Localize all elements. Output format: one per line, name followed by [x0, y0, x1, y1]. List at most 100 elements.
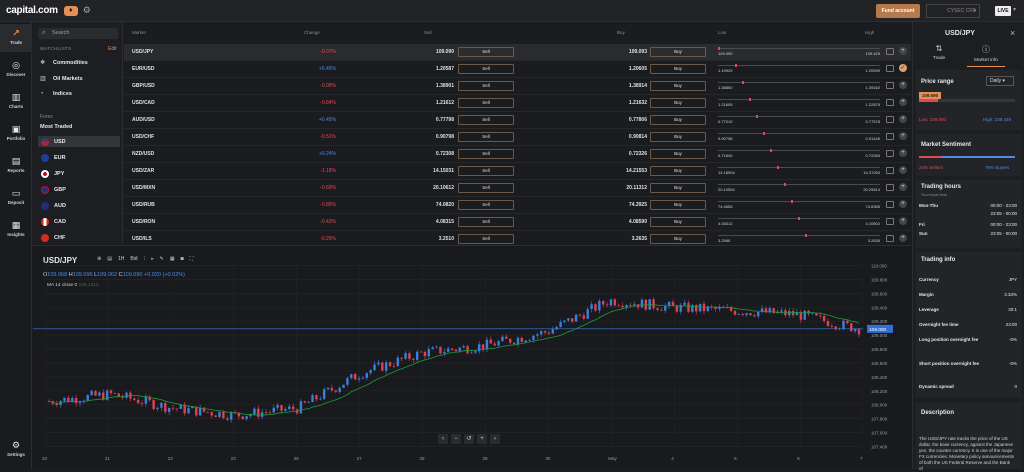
chart-icon[interactable] [886, 201, 894, 208]
currency-item[interactable]: USD [38, 136, 120, 147]
currency-item[interactable]: CHF [38, 232, 120, 243]
market-name[interactable]: USD/CHF [132, 134, 155, 140]
market-name[interactable]: USD/RUB [132, 202, 155, 208]
tab-trade[interactable]: ⇅ Trade [919, 44, 959, 61]
market-name[interactable]: GBP/USD [132, 83, 155, 89]
add-to-watchlist-icon[interactable]: + [899, 132, 907, 140]
currency-item[interactable]: AUD [38, 200, 120, 211]
table-row[interactable]: NZD/USD +0.24% 0.72308 Sell 0.72326 Buy 0.7184… [124, 146, 911, 163]
subsection-heading[interactable]: Most Traded [40, 124, 73, 130]
table-row[interactable]: USD/RUB -0.86% 74.0820 Sell 74.3925 Buy 74.465… [124, 197, 911, 214]
candles-icon[interactable]: ⫶ [143, 256, 145, 262]
logo[interactable]: capital.com [6, 5, 58, 16]
table-row[interactable]: AUD/USD +0.45% 0.77798 Sell 0.77806 Buy 0.7701… [124, 112, 911, 129]
sell-button[interactable]: Sell [458, 98, 514, 108]
buy-button[interactable]: Buy [650, 64, 706, 74]
chart-icon[interactable] [886, 150, 894, 157]
add-to-watchlist-icon[interactable]: + [899, 234, 907, 242]
timeframe-select[interactable]: 1H [117, 256, 125, 262]
table-row[interactable]: USD/MXN -0.69% 20.10612 Sell 20.11312 Buy 20.1… [124, 180, 911, 197]
layout-icon[interactable]: ▦ [169, 256, 175, 262]
promo-icon[interactable]: ♦ [63, 5, 78, 16]
zoom-out-icon[interactable]: − [451, 434, 461, 444]
buy-button[interactable]: Buy [650, 81, 706, 91]
tab-market-info[interactable]: ⓘ Market info [966, 44, 1006, 63]
fund-account-button[interactable]: Fund account [876, 4, 920, 18]
sell-button[interactable]: Sell [458, 132, 514, 142]
currency-item[interactable]: GBP [38, 184, 120, 195]
buy-button[interactable]: Buy [650, 183, 706, 193]
sell-button[interactable]: Sell [458, 64, 514, 74]
buy-button[interactable]: Buy [650, 200, 706, 210]
fullscreen-icon[interactable]: ⛶ [189, 256, 194, 262]
market-name[interactable]: USD/JPY [132, 49, 154, 55]
sell-button[interactable]: Sell [458, 200, 514, 210]
sell-button[interactable]: Sell [458, 47, 514, 57]
nav-portfolio[interactable]: ▣ Portfolio [0, 124, 32, 141]
currency-item[interactable]: EUR [38, 152, 120, 163]
chart-icon[interactable] [886, 99, 894, 106]
buy-button[interactable]: Buy [650, 166, 706, 176]
sell-button[interactable]: Sell [458, 81, 514, 91]
indicators-icon[interactable]: ⫸ [150, 256, 154, 262]
chart-icon[interactable] [886, 48, 894, 55]
add-to-watchlist-icon[interactable]: + [899, 200, 907, 208]
reset-icon[interactable]: ↺ [464, 434, 474, 444]
zoom-in-icon[interactable]: + [477, 434, 487, 444]
nav-deposit[interactable]: ▭ Deposit [0, 188, 32, 205]
add-to-watchlist-icon[interactable]: + [899, 47, 907, 55]
currency-item[interactable]: JPY [38, 168, 120, 179]
search-input[interactable]: ⌕ Search [38, 28, 118, 39]
buy-button[interactable]: Buy [650, 47, 706, 57]
add-to-watchlist-icon[interactable]: + [899, 217, 907, 225]
sell-button[interactable]: Sell [458, 166, 514, 176]
sell-button[interactable]: Sell [458, 149, 514, 159]
table-row[interactable]: USD/RON -0.43% 4.08315 Sell 4.08590 Buy 4.0831… [124, 214, 911, 231]
add-to-watchlist-icon[interactable]: + [899, 81, 907, 89]
scroll-left-icon[interactable]: ‹ [438, 434, 448, 444]
chevron-down-icon[interactable]: ▾ [1013, 7, 1017, 13]
chart-icon[interactable] [886, 184, 894, 191]
table-row[interactable]: USD/CAD -0.84% 1.21612 Sell 1.21632 Buy 1.2160… [124, 95, 911, 112]
edit-watchlists-link[interactable]: Edit [108, 46, 117, 52]
add-to-watchlist-icon[interactable]: + [899, 166, 907, 174]
price-chart[interactable]: USD/JPY ⊕ ▤ 1H Bid ⫶ ⫸ ✎ ▦ ◙ ⛶ O109.068 … [33, 245, 911, 469]
chart-icon[interactable] [886, 218, 894, 225]
add-to-watchlist-icon[interactable]: ✓ [899, 64, 907, 72]
market-name[interactable]: USD/RON [132, 219, 156, 225]
watchlist-item[interactable]: ▥ Oil Markets [40, 75, 83, 83]
chart-icon[interactable] [886, 235, 894, 242]
currency-item[interactable]: CAD [38, 216, 120, 227]
sell-button[interactable]: Sell [458, 217, 514, 227]
sell-button[interactable]: Sell [458, 115, 514, 125]
table-row[interactable]: USD/JPY -0.07% 109.090 Sell 109.093 Buy 109.09… [124, 44, 911, 61]
table-row[interactable]: EUR/USD +0.45% 1.20587 Sell 1.20605 Buy 1.1992… [124, 61, 911, 78]
close-icon[interactable]: × [1010, 28, 1016, 38]
add-to-watchlist-icon[interactable]: + [899, 149, 907, 157]
nav-discover[interactable]: ◎ Discover [0, 60, 32, 77]
draw-icon[interactable]: ✎ [159, 256, 164, 262]
market-name[interactable]: AUD/USD [132, 117, 155, 123]
settings-gear-icon[interactable]: ⚙ [82, 5, 91, 15]
market-name[interactable]: USD/CAD [132, 100, 155, 106]
nav-insights[interactable]: ▦ Insights [0, 220, 32, 237]
nav-charts[interactable]: ▥ Charts [0, 92, 32, 109]
price-type-select[interactable]: Bid [130, 256, 138, 262]
buy-button[interactable]: Buy [650, 98, 706, 108]
period-select[interactable]: Daily ▾ [986, 76, 1014, 86]
chart-icon[interactable] [886, 133, 894, 140]
buy-button[interactable]: Buy [650, 234, 706, 244]
account-selector[interactable]: CYSEC CFD ▾ [926, 4, 980, 18]
watchlist-item[interactable]: ❖ Commodities [40, 59, 88, 67]
sell-button[interactable]: Sell [458, 183, 514, 193]
watchlist-item[interactable]: ◔ Indices [40, 91, 72, 97]
chart-icon[interactable] [886, 65, 894, 72]
add-to-watchlist-icon[interactable]: + [899, 183, 907, 191]
market-name[interactable]: USD/MXN [132, 185, 156, 191]
add-to-watchlist-icon[interactable]: + [899, 115, 907, 123]
chart-icon[interactable] [886, 116, 894, 123]
nav-trade[interactable]: ↗ Trade [0, 24, 32, 52]
nav-settings[interactable]: ⚙ Settings [0, 440, 32, 457]
sell-button[interactable]: Sell [458, 234, 514, 244]
market-name[interactable]: USD/ILS [132, 236, 152, 242]
